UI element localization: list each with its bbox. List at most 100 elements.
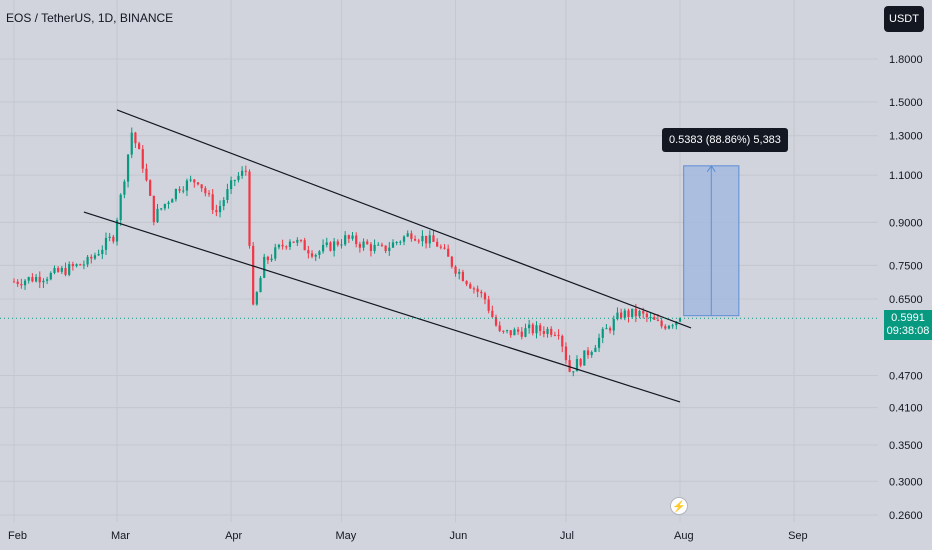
y-tick-label: 1.1000 — [889, 170, 923, 182]
y-tick-label: 0.2600 — [889, 510, 923, 522]
candle-body — [27, 277, 30, 281]
last-price-value: 0.5991 — [891, 312, 925, 324]
candle-body — [97, 254, 100, 256]
candle-body — [303, 240, 306, 251]
candle-body — [612, 319, 615, 331]
candle-body — [597, 337, 601, 348]
candle-body — [450, 256, 453, 267]
candle-body — [436, 241, 439, 247]
x-tick-label: Aug — [674, 530, 694, 542]
candle-body — [174, 189, 178, 200]
candle-body — [71, 264, 74, 267]
measure-label: 0.5383 (88.86%) 5,383 — [662, 128, 788, 152]
candle-body — [579, 359, 582, 366]
candle-body — [263, 256, 266, 278]
candle-body — [204, 188, 207, 194]
candle-body — [101, 249, 104, 255]
candle-body — [241, 170, 244, 176]
candle-body — [487, 299, 490, 311]
candle-body — [634, 308, 637, 317]
candle-body — [218, 206, 222, 213]
candle-body — [248, 171, 251, 246]
x-tick-label: Jun — [450, 530, 468, 542]
candle-body — [38, 276, 41, 283]
y-tick-label: 0.9000 — [889, 217, 923, 229]
candle-body — [288, 241, 292, 247]
candle-body — [380, 244, 384, 246]
candle-body — [344, 235, 347, 245]
candle-body — [546, 328, 549, 334]
candle-body — [502, 330, 505, 332]
candle-body — [347, 235, 350, 239]
candle-body — [410, 233, 413, 240]
candle-body — [104, 237, 108, 250]
candle-body — [388, 247, 391, 252]
y-tick-label: 1.8000 — [889, 54, 923, 66]
candle-body — [226, 189, 229, 201]
candle-body — [608, 328, 612, 331]
candle-body — [476, 288, 479, 292]
candle-body — [215, 210, 218, 213]
candle-body — [645, 313, 648, 318]
candle-body — [57, 268, 60, 272]
candle-body — [134, 132, 137, 144]
candle-body — [141, 149, 144, 169]
candle-body — [31, 277, 34, 282]
candle-body — [458, 271, 461, 274]
candle-body — [439, 246, 442, 248]
candle-body — [200, 184, 203, 189]
candle-body — [340, 244, 343, 246]
candle-body — [362, 241, 365, 248]
candle-body — [82, 264, 86, 266]
candle-body — [321, 244, 325, 252]
flash-icon[interactable]: ⚡ — [670, 497, 688, 515]
candle-body — [130, 132, 133, 155]
candle-body — [524, 328, 527, 337]
candle-body — [564, 346, 568, 361]
candle-body — [428, 235, 431, 244]
candle-body — [255, 292, 258, 305]
candle-body — [79, 264, 82, 266]
candle-body — [373, 244, 376, 251]
candle-body — [550, 328, 553, 335]
candle-body — [568, 360, 571, 372]
candle-body — [594, 347, 597, 352]
candle-body — [299, 239, 303, 241]
candle-body — [277, 244, 281, 248]
candle-body — [333, 241, 336, 251]
candle-body — [671, 325, 674, 327]
candle-body — [421, 235, 424, 242]
candle-body — [351, 235, 354, 239]
candle-body — [469, 284, 472, 289]
candle-body — [75, 264, 78, 267]
x-tick-label: Sep — [788, 530, 808, 542]
candle-body — [491, 310, 494, 318]
candle-body — [193, 179, 196, 183]
x-tick-label: May — [335, 530, 356, 542]
candle-body — [49, 272, 52, 280]
candle-body — [494, 317, 498, 326]
candle-body — [115, 220, 119, 242]
currency-button[interactable]: USDT — [884, 6, 924, 32]
candle-body — [292, 241, 295, 243]
candle-body — [274, 247, 277, 259]
candle-body — [638, 310, 641, 317]
y-tick-label: 0.4700 — [889, 370, 923, 382]
candle-body — [395, 242, 398, 244]
candle-body — [53, 268, 56, 273]
candle-body — [535, 325, 538, 334]
candle-body — [480, 291, 483, 294]
bar-countdown: 09:38:08 — [886, 325, 930, 337]
candle-body — [314, 254, 317, 257]
candle-body — [163, 203, 166, 209]
last-price-tag: 0.5991 09:38:08 — [884, 310, 932, 340]
candle-body — [20, 283, 23, 286]
candle-body — [516, 329, 520, 332]
candle-body — [296, 239, 299, 243]
candle-body — [112, 236, 115, 242]
candle-body — [211, 194, 214, 211]
candle-body — [402, 236, 406, 242]
candle-body — [413, 239, 417, 241]
